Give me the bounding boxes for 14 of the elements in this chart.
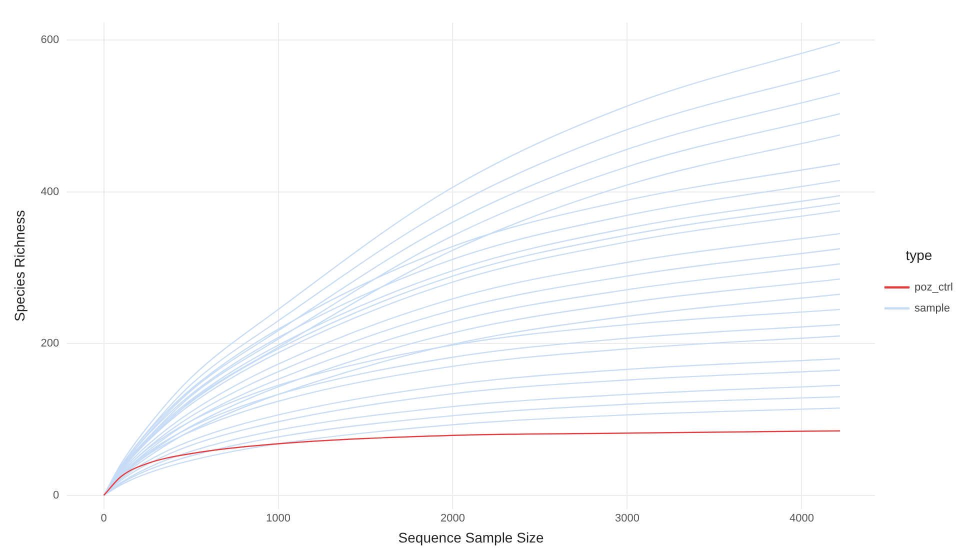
x-tick-label: 0	[100, 512, 107, 525]
y-tick-label: 600	[40, 34, 60, 46]
y-tick-label: 400	[40, 186, 60, 198]
y-axis-title: Species Richness	[11, 210, 28, 322]
y-tick-label: 200	[40, 338, 60, 350]
x-tick-label: 1000	[266, 512, 291, 525]
legend-label: sample	[914, 302, 950, 314]
x-tick-label: 2000	[440, 512, 465, 525]
legend-title: type	[906, 246, 932, 263]
x-tick-label: 4000	[789, 512, 814, 525]
y-tick-label: 0	[53, 489, 60, 502]
legend-label: poz_ctrl	[914, 281, 954, 294]
x-tick-label: 3000	[614, 512, 640, 525]
x-axis-title: Sequence Sample Size	[398, 529, 544, 546]
